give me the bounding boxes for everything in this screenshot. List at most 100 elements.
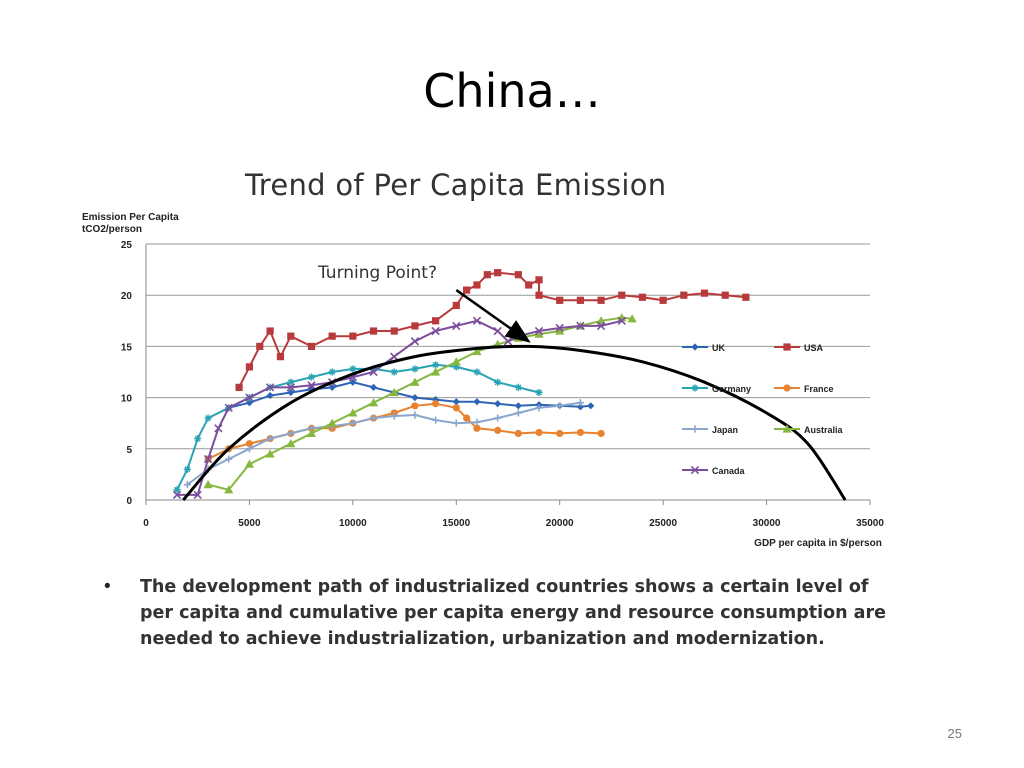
data-point-usa xyxy=(597,296,605,304)
legend-label-japan: Japan xyxy=(712,425,738,435)
data-point-germany xyxy=(452,363,460,371)
series-france xyxy=(204,400,605,463)
legend-marker-canada xyxy=(690,465,700,475)
x-tick-label: 0 xyxy=(143,518,149,529)
legend-label-uk: UK xyxy=(712,343,725,353)
data-point-usa xyxy=(328,332,336,340)
data-point-japan xyxy=(556,402,564,410)
y-tick-label: 5 xyxy=(126,445,132,456)
data-point-canada xyxy=(410,337,420,346)
x-tick-label: 25000 xyxy=(649,518,677,529)
data-point-germany xyxy=(473,368,481,376)
data-point-australia xyxy=(224,485,234,494)
legend-label-france: France xyxy=(804,384,834,394)
data-point-usa xyxy=(535,276,543,284)
data-point-japan xyxy=(514,409,522,417)
data-point-usa xyxy=(369,327,378,335)
data-point-usa xyxy=(618,291,626,299)
data-point-uk xyxy=(452,398,460,406)
data-point-canada xyxy=(576,321,585,331)
legend-item-france: France xyxy=(774,384,834,394)
data-point-australia xyxy=(368,398,379,407)
data-point-australia xyxy=(306,428,317,438)
data-point-canada xyxy=(172,490,182,500)
data-point-australia xyxy=(472,346,482,356)
data-point-canada xyxy=(245,393,254,402)
data-point-uk xyxy=(369,383,378,391)
legend-marker-australia xyxy=(782,424,792,433)
data-point-usa xyxy=(514,271,522,279)
legend-marker-germany xyxy=(691,384,699,392)
data-point-australia xyxy=(389,387,399,397)
data-point-usa xyxy=(266,327,274,335)
x-tick-label: 15000 xyxy=(442,518,470,529)
trend-curve xyxy=(182,344,847,501)
data-point-canada xyxy=(617,316,626,325)
data-point-uk xyxy=(576,403,584,411)
data-point-uk xyxy=(266,391,274,400)
series-line-japan xyxy=(186,401,581,486)
data-point-japan xyxy=(183,481,191,489)
legend-label-canada: Canada xyxy=(712,466,746,476)
data-point-usa xyxy=(432,317,440,325)
legend-marker-usa xyxy=(783,343,791,351)
data-point-australia xyxy=(627,314,637,323)
legend-item-australia: Australia xyxy=(774,424,844,435)
data-point-japan xyxy=(390,412,398,420)
data-point-uk xyxy=(328,383,336,391)
data-point-usa xyxy=(680,291,688,299)
data-point-australia xyxy=(286,439,296,448)
data-point-usa xyxy=(700,289,709,297)
x-tick-label: 10000 xyxy=(339,518,367,529)
data-point-france xyxy=(494,426,502,434)
data-point-germany xyxy=(494,378,502,386)
data-point-canada xyxy=(555,323,564,333)
data-point-canada xyxy=(493,326,502,336)
data-point-germany xyxy=(514,383,522,391)
legend-label-australia: Australia xyxy=(804,425,844,435)
data-point-usa xyxy=(452,301,460,310)
data-point-france xyxy=(411,402,419,410)
series-germany xyxy=(173,361,543,494)
data-point-usa xyxy=(556,296,564,304)
data-point-germany xyxy=(535,388,543,397)
data-point-japan xyxy=(266,434,274,443)
data-point-usa xyxy=(463,286,471,294)
y-axis-label-line-2: tCO2/person xyxy=(82,224,143,235)
data-point-australia xyxy=(555,326,565,335)
data-point-uk xyxy=(473,398,481,406)
data-point-canada xyxy=(224,403,233,413)
legend-item-canada: Canada xyxy=(682,465,746,476)
data-point-canada xyxy=(265,383,275,392)
data-point-usa xyxy=(390,327,398,335)
y-tick-label: 10 xyxy=(121,394,133,405)
data-point-uk xyxy=(587,402,595,410)
legend-item-germany: Germany xyxy=(682,384,751,394)
data-point-japan xyxy=(576,399,584,407)
data-point-australia xyxy=(451,357,461,366)
data-point-japan xyxy=(452,419,460,427)
legend-label-usa: USA xyxy=(804,343,824,353)
data-point-canada xyxy=(452,321,461,331)
data-point-canada xyxy=(472,316,482,325)
y-tick-label: 0 xyxy=(126,496,132,507)
data-point-japan xyxy=(535,404,543,412)
data-point-australia xyxy=(596,316,606,325)
data-point-usa xyxy=(276,353,285,361)
data-point-france xyxy=(463,414,471,422)
legend-marker-france xyxy=(783,384,791,392)
data-point-usa xyxy=(235,383,243,391)
y-tick-label: 25 xyxy=(121,240,133,251)
data-point-japan xyxy=(349,419,357,427)
legend-item-usa: USA xyxy=(774,343,824,353)
data-point-uk xyxy=(411,394,419,402)
data-point-germany xyxy=(204,414,212,422)
data-point-japan xyxy=(473,418,481,426)
y-tick-label: 20 xyxy=(121,291,133,302)
data-point-australia xyxy=(431,367,441,376)
data-point-usa xyxy=(307,342,316,350)
data-point-usa xyxy=(721,291,729,299)
data-point-uk xyxy=(349,378,357,386)
data-point-germany xyxy=(349,365,357,373)
y-axis-label-line-1: Emission Per Capita xyxy=(82,212,179,223)
